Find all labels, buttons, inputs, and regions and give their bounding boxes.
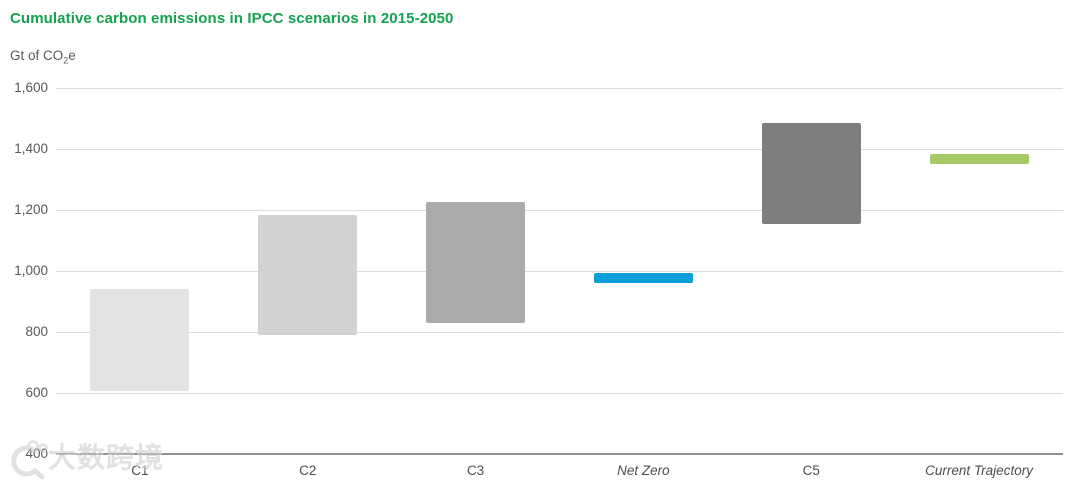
bar-current-trajectory [929,153,1029,165]
y-axis-tick-label: 1,200 [14,202,48,217]
x-axis-label-current-trajectory: Current Trajectory [925,463,1033,478]
x-axis-label-net-zero: Net Zero [617,463,670,478]
gridline [56,88,1063,89]
bar-c2 [258,214,358,336]
gridline [56,332,1063,333]
bar-c3 [426,202,526,323]
y-axis-tick-label: 600 [25,385,48,400]
x-axis-label-c1: C1 [131,463,149,478]
x-axis-label-c5: C5 [802,463,820,478]
gridline [56,271,1063,272]
y-axis-tick-label: 400 [25,446,48,461]
y-axis-tick-label: 1,000 [14,263,48,278]
bar-c1 [90,289,190,392]
x-axis-label-c2: C2 [299,463,317,478]
y-axis-tick-label: 800 [25,324,48,339]
page-title: Cumulative carbon emissions in IPCC scen… [10,10,454,27]
bar-net-zero [593,272,693,284]
gridline [56,393,1063,394]
y-axis-tick-label: 1,600 [14,80,48,95]
x-axis-baseline [56,453,1063,455]
gridline [56,149,1063,150]
y-axis-unit-suffix: e [68,48,76,63]
gridline [56,210,1063,211]
bar-c5 [761,123,861,224]
y-axis-tick-label: 1,400 [14,141,48,156]
x-axis-label-c3: C3 [466,463,485,478]
y-axis-unit-subscript: 2 [63,55,69,66]
y-axis-unit-prefix: Gt of CO [10,48,64,63]
y-axis-unit: Gt of CO2e [10,48,76,66]
